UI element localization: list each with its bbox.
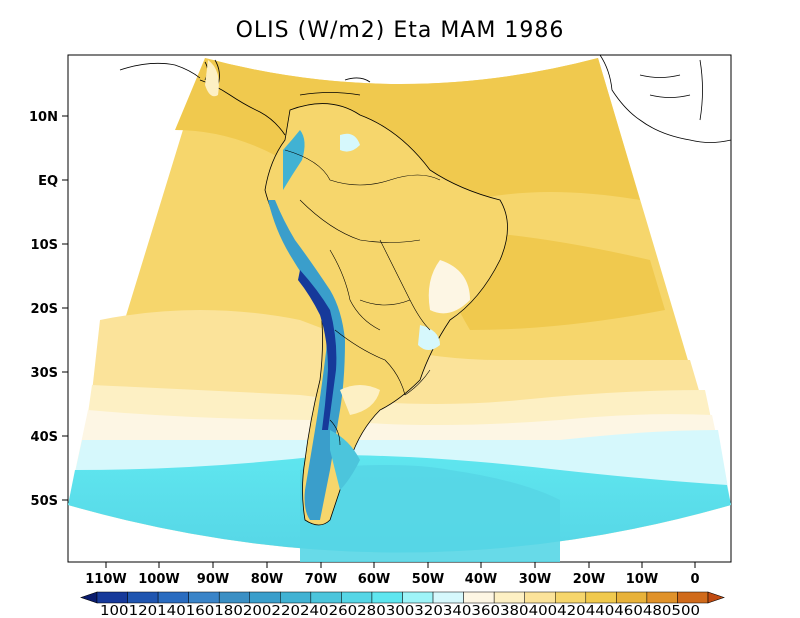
colorbar-swatch [96,591,128,604]
colorbar-swatch [341,591,373,604]
lon-axis: 110W 100W 90W 80W 70W 60W 50W 40W 30W 20… [85,562,700,587]
field-band-deepcyan [300,465,560,562]
lon-tick-label: 0 [690,572,699,587]
lat-tick-label: 50S [31,494,58,509]
colorbar-swatch [402,591,434,604]
colorbar-swatch [616,591,648,604]
lat-axis: 10N EQ 10S 20S 30S 40S 50S [29,110,68,509]
africa-coast [599,54,732,143]
colorbar-swatch [127,591,159,604]
country-borders [284,149,441,446]
lon-tick-label: 30W [519,572,551,587]
colorbar-arrow-high [707,591,725,604]
colorbar-swatch [524,591,556,604]
colorbar-labels: 1001201401601802002202402602803003203403… [100,604,700,618]
lon-tick-label: 70W [305,572,337,587]
lon-tick-label: 90W [197,572,229,587]
lat-tick-label: 10S [31,238,58,253]
lon-tick-label: 60W [358,572,390,587]
lat-tick-label: 10N [29,110,58,125]
lon-tick-label: 50W [412,572,444,587]
colorbar-arrow-low [80,591,98,604]
colorbar-swatch [310,591,342,604]
colorbar-swatch [249,591,281,604]
colorbar-swatch [157,591,189,604]
map-title: OLIS (W/m2) Eta MAM 1986 [235,18,565,43]
field-band-warm [175,58,640,210]
colorbar-swatch [646,591,678,604]
lon-tick-label: 20W [573,572,605,587]
colorbar-swatch [677,591,709,604]
colorbar-swatch [432,591,464,604]
lat-tick-label: 30S [31,366,58,381]
colorbar-swatch [280,591,312,604]
continent-field [264,103,508,526]
lon-tick-label: 10W [626,572,658,587]
colorbar-swatch [371,591,403,604]
lat-tick-label: 20S [31,302,58,317]
lat-tick-label: EQ [38,174,58,189]
lat-tick-label: 40S [31,430,58,445]
colorbar-swatch [555,591,587,604]
central-america-field [205,60,219,97]
colorbar [80,591,725,604]
colorbar-swatch [218,591,250,604]
lon-tick-label: 110W [85,572,126,587]
colorbar-swatch [493,591,525,604]
lon-tick-label: 40W [465,572,497,587]
colorbar-swatch [188,591,220,604]
colorbar-swatch [585,591,617,604]
lon-tick-label: 80W [251,572,283,587]
colorbar-swatch [463,591,495,604]
lon-tick-label: 100W [138,572,179,587]
